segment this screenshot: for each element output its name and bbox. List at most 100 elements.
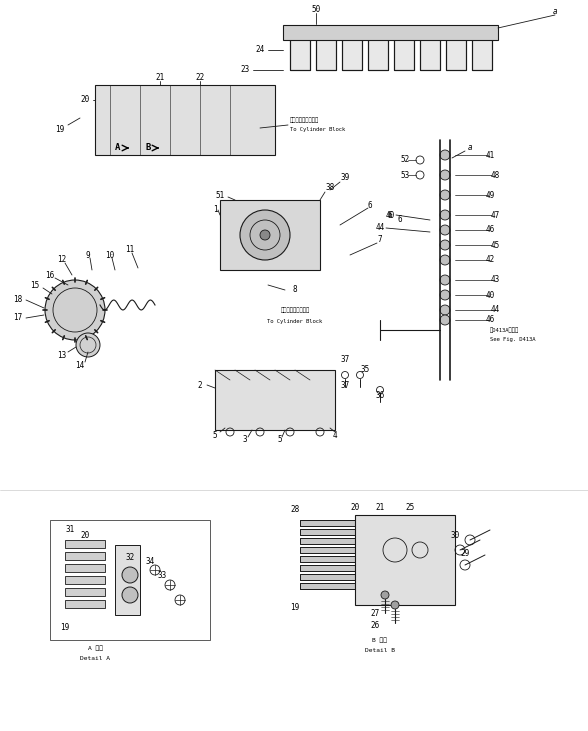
Bar <box>446 30 466 70</box>
Text: 43: 43 <box>490 276 500 284</box>
Text: 37: 37 <box>340 355 350 365</box>
Text: 36: 36 <box>375 390 385 400</box>
Circle shape <box>440 225 450 235</box>
Bar <box>446 30 466 70</box>
Bar <box>472 30 492 70</box>
Text: 40: 40 <box>385 211 395 219</box>
Bar <box>50 520 210 640</box>
Text: 20: 20 <box>81 96 89 105</box>
Text: 35: 35 <box>360 366 370 374</box>
Text: a: a <box>553 7 557 17</box>
Text: 5: 5 <box>278 436 282 444</box>
Text: 図D413A図参照: 図D413A図参照 <box>490 327 519 333</box>
Text: 41: 41 <box>485 151 495 159</box>
Text: To Cylinder Block: To Cylinder Block <box>268 319 323 325</box>
Text: 15: 15 <box>31 281 39 289</box>
Bar <box>300 565 355 571</box>
Bar <box>472 30 492 70</box>
Bar <box>300 547 355 553</box>
Text: 37: 37 <box>340 381 350 390</box>
Text: Detail B: Detail B <box>365 648 395 653</box>
Text: 27: 27 <box>370 608 380 618</box>
Text: 44: 44 <box>375 224 385 232</box>
Text: A: A <box>115 143 121 153</box>
Text: Detail A: Detail A <box>80 656 110 661</box>
Bar <box>300 520 355 526</box>
Text: 3: 3 <box>243 436 248 444</box>
Bar <box>342 30 362 70</box>
Bar <box>115 545 140 615</box>
Text: 4: 4 <box>333 431 338 439</box>
Text: 14: 14 <box>75 360 85 369</box>
Circle shape <box>391 601 399 609</box>
Text: シリンダブロックへ: シリンダブロックへ <box>290 117 319 123</box>
Bar <box>316 30 336 70</box>
Text: 32: 32 <box>125 553 135 562</box>
Text: See Fig. D413A: See Fig. D413A <box>490 338 536 343</box>
Text: 29: 29 <box>460 548 470 558</box>
Text: 30: 30 <box>450 531 460 539</box>
Bar <box>283 25 498 40</box>
Bar <box>300 583 355 589</box>
Circle shape <box>122 587 138 603</box>
Text: 38: 38 <box>325 183 335 192</box>
Text: 16: 16 <box>45 270 55 279</box>
Text: 46: 46 <box>485 225 495 235</box>
Text: 22: 22 <box>195 74 205 83</box>
Text: 31: 31 <box>65 526 75 534</box>
Text: 23: 23 <box>240 66 250 75</box>
Bar <box>355 515 455 605</box>
Circle shape <box>440 150 450 160</box>
Bar <box>65 540 105 548</box>
Circle shape <box>440 315 450 325</box>
Text: 6: 6 <box>368 200 372 210</box>
Text: 33: 33 <box>158 570 166 580</box>
Bar <box>394 30 414 70</box>
Circle shape <box>122 567 138 583</box>
Circle shape <box>440 170 450 180</box>
Bar <box>420 30 440 70</box>
Bar <box>65 564 105 572</box>
Text: 40: 40 <box>485 290 495 300</box>
Text: 8: 8 <box>293 286 298 295</box>
Text: 5: 5 <box>213 431 218 439</box>
Bar <box>290 30 310 70</box>
Text: 53: 53 <box>400 170 410 180</box>
Text: B 詳図: B 詳図 <box>373 637 387 643</box>
Bar <box>215 370 335 430</box>
Text: シリンダブロックへ: シリンダブロックへ <box>280 307 310 313</box>
Text: 50: 50 <box>312 6 320 15</box>
Bar <box>316 30 336 70</box>
Text: 18: 18 <box>14 295 22 305</box>
Bar <box>220 200 320 270</box>
Text: B: B <box>145 143 151 153</box>
Text: 19: 19 <box>55 126 65 135</box>
Bar <box>342 30 362 70</box>
Text: 2: 2 <box>198 381 202 390</box>
Circle shape <box>440 210 450 220</box>
Bar <box>394 30 414 70</box>
Bar <box>300 520 355 526</box>
Bar <box>300 538 355 544</box>
Bar <box>65 600 105 608</box>
Text: 20: 20 <box>81 531 89 539</box>
Text: 9: 9 <box>86 251 91 260</box>
Text: 19: 19 <box>290 602 300 612</box>
Text: 28: 28 <box>290 506 300 515</box>
Text: 11: 11 <box>125 246 135 254</box>
Text: 48: 48 <box>490 170 500 180</box>
Circle shape <box>260 230 270 240</box>
Bar <box>300 529 355 535</box>
Text: 13: 13 <box>58 350 66 360</box>
Text: 6: 6 <box>387 211 392 219</box>
Text: 19: 19 <box>61 624 69 632</box>
Bar <box>95 85 275 155</box>
Text: 21: 21 <box>155 74 165 83</box>
Bar <box>300 556 355 562</box>
Bar <box>300 556 355 562</box>
Text: 49: 49 <box>485 191 495 200</box>
Bar <box>300 574 355 580</box>
Circle shape <box>381 591 389 599</box>
Bar <box>65 552 105 560</box>
Bar <box>300 574 355 580</box>
